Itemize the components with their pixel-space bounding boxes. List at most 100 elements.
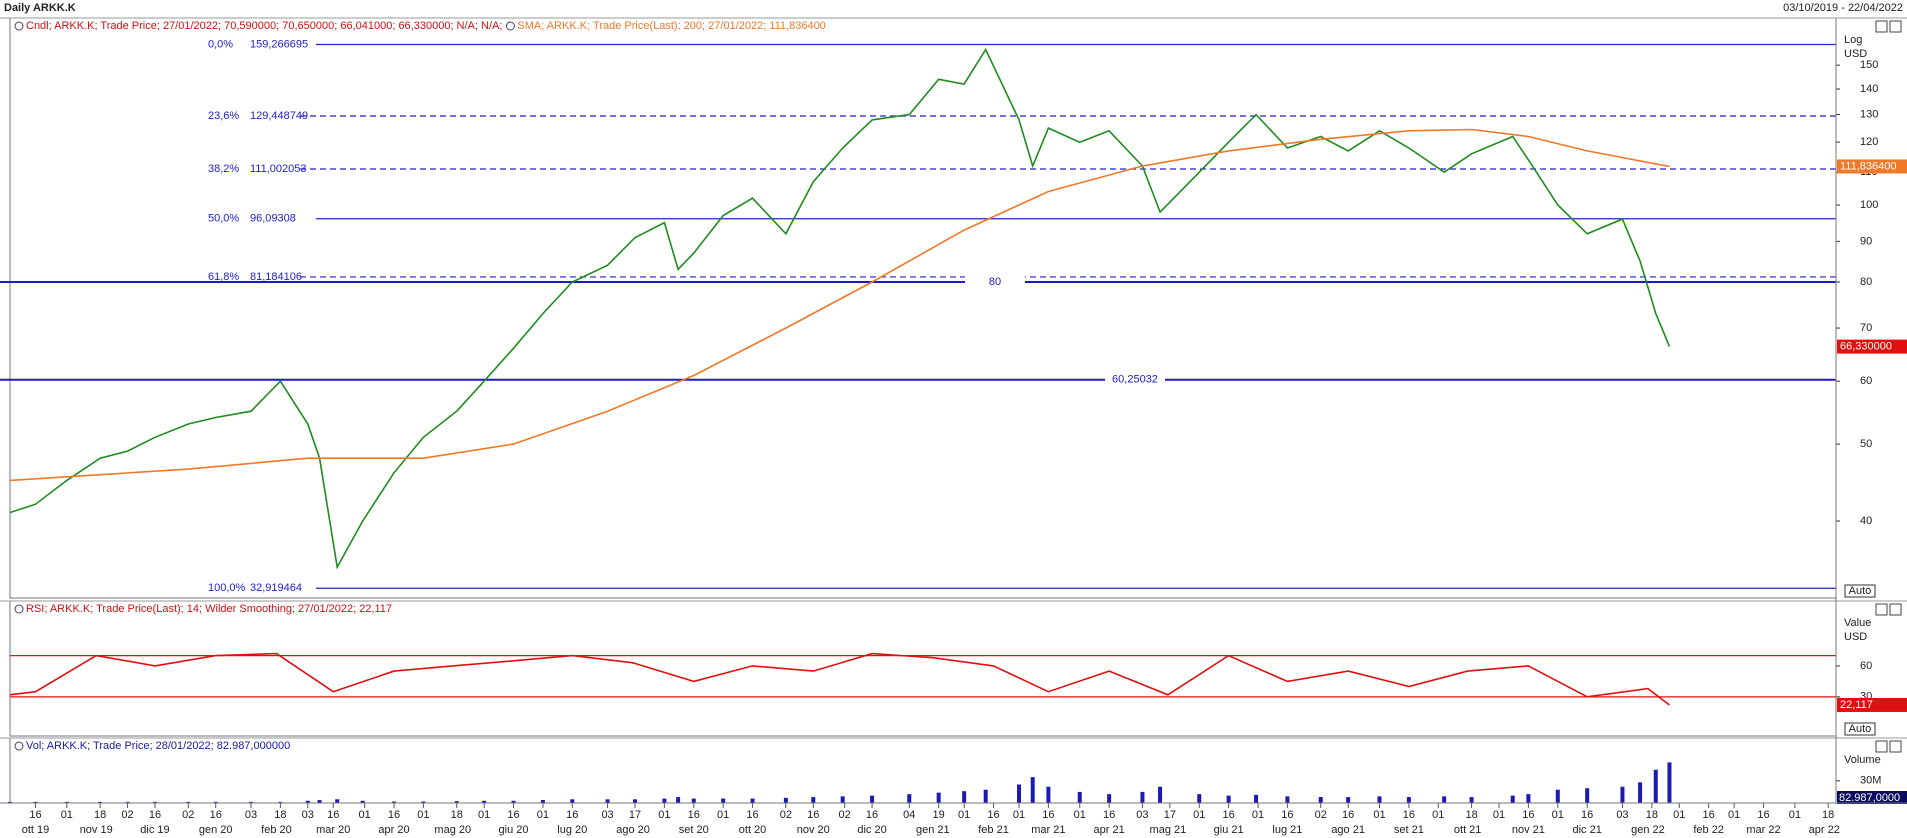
x-tick-label: 18 (94, 809, 106, 821)
fib-percent: 0,0% (208, 38, 233, 50)
volume-bar (8, 801, 12, 803)
volume-bar (1017, 784, 1022, 803)
x-tick-label: 01 (61, 809, 73, 821)
x-tick-label: 16 (746, 809, 758, 821)
volume-bar (335, 799, 340, 803)
panel-close[interactable] (1889, 603, 1902, 616)
x-tick-label: 01 (1432, 809, 1444, 821)
y-tick-label: 60 (1860, 375, 1872, 387)
y-tick-label: 140 (1860, 83, 1878, 95)
volume-bar (421, 801, 426, 803)
x-tick-label: 01 (1728, 809, 1740, 821)
x-tick-label: 02 (839, 809, 851, 821)
fib-value: 81,184106 (250, 271, 302, 283)
x-tick-label: 02 (1315, 809, 1327, 821)
volume-bar (662, 798, 667, 803)
volume-bar (1030, 777, 1035, 803)
volume-bar (750, 798, 755, 803)
volume-bar (360, 800, 365, 803)
x-month-label: mar 20 (316, 824, 350, 836)
volume-bar (1107, 794, 1112, 803)
x-tick-label: 03 (245, 809, 257, 821)
x-tick-label: 16 (1757, 809, 1769, 821)
volume-bar (1510, 795, 1515, 803)
x-tick-label: 03 (601, 809, 613, 821)
fib-percent: 61,8% (208, 271, 239, 283)
fib-percent: 23,6% (208, 110, 239, 122)
last-value-label: 22,117 (1840, 699, 1873, 711)
axis-unit-label: Log (1844, 34, 1862, 46)
volume-bar (570, 799, 575, 803)
panel-minimize[interactable] (1875, 603, 1888, 616)
last-value-box (1837, 159, 1907, 174)
auto-button[interactable] (1844, 584, 1876, 598)
x-tick-label: 16 (327, 809, 339, 821)
x-month-label: gen 20 (199, 824, 233, 836)
horizontal-line-label-bg (1105, 373, 1165, 386)
x-tick-label: 03 (302, 809, 314, 821)
header-icon (14, 741, 24, 751)
series-line (9, 652, 1670, 706)
x-tick-label: 01 (537, 809, 549, 821)
x-tick-label: 01 (658, 809, 670, 821)
volume-bar (840, 796, 845, 803)
panel-minimize[interactable] (1875, 20, 1888, 33)
panel-minimize[interactable] (1875, 740, 1888, 753)
auto-button-label[interactable]: Auto (1849, 723, 1872, 735)
auto-button[interactable] (1844, 722, 1876, 736)
volume-bar (632, 799, 637, 803)
volume-bar (248, 801, 253, 803)
panel-close[interactable] (1889, 740, 1902, 753)
x-month-label: mar 21 (1031, 824, 1065, 836)
x-month-label: set 21 (1394, 824, 1424, 836)
axis-unit-label: USD (1844, 631, 1867, 643)
volume-bar (511, 800, 516, 803)
volume-bar (1638, 782, 1643, 803)
y-tick-label: 60 (1860, 660, 1872, 672)
x-tick-label: 02 (182, 809, 194, 821)
series-line (9, 47, 1671, 570)
x-tick-label: 16 (1342, 809, 1354, 821)
volume-bar (1653, 769, 1658, 803)
volume-bar (1254, 794, 1259, 803)
y-tick-label: 90 (1860, 235, 1872, 247)
auto-button-label[interactable]: Auto (1849, 585, 1872, 597)
volume-bar (1377, 796, 1382, 803)
x-tick-label: 16 (1581, 809, 1593, 821)
x-month-label: feb 22 (1693, 824, 1724, 836)
last-value-label: 82.987,0000 (1839, 792, 1900, 804)
volume-bar (1046, 786, 1051, 803)
x-month-label: apr 21 (1094, 824, 1125, 836)
x-month-label: mag 20 (434, 824, 471, 836)
x-month-label: apr 22 (1809, 824, 1840, 836)
panel-header: Cndl; ARKK.K; Trade Price; 27/01/2022; 7… (26, 20, 502, 32)
volume-bar (1318, 797, 1323, 803)
x-tick-label: 02 (121, 809, 133, 821)
panel-close[interactable] (1889, 20, 1902, 33)
volume-bar (907, 794, 912, 803)
x-month-label: ago 21 (1331, 824, 1365, 836)
x-month-label: dic 20 (857, 824, 886, 836)
x-tick-label: 01 (417, 809, 429, 821)
x-tick-label: 02 (780, 809, 792, 821)
volume-bar (870, 795, 875, 803)
fib-value: 111,002053 (250, 163, 306, 175)
volume-bar (1620, 786, 1625, 803)
axis-unit-label: Value (1844, 617, 1871, 629)
volume-bar (392, 801, 397, 803)
last-value-label: 111,836400 (1840, 160, 1896, 172)
x-tick-label: 18 (1822, 809, 1834, 821)
x-tick-label: 01 (1252, 809, 1264, 821)
x-tick-label: 19 (933, 809, 945, 821)
volume-bar (783, 797, 788, 803)
x-tick-label: 01 (1789, 809, 1801, 821)
volume-bar (1077, 791, 1082, 803)
fib-percent: 38,2% (208, 163, 239, 175)
x-month-label: ago 20 (616, 824, 650, 836)
x-tick-label: 16 (1403, 809, 1415, 821)
volume-bar (605, 799, 610, 803)
y-tick-label: 130 (1860, 108, 1878, 120)
x-month-label: feb 20 (261, 824, 292, 836)
x-tick-label: 04 (903, 809, 915, 821)
